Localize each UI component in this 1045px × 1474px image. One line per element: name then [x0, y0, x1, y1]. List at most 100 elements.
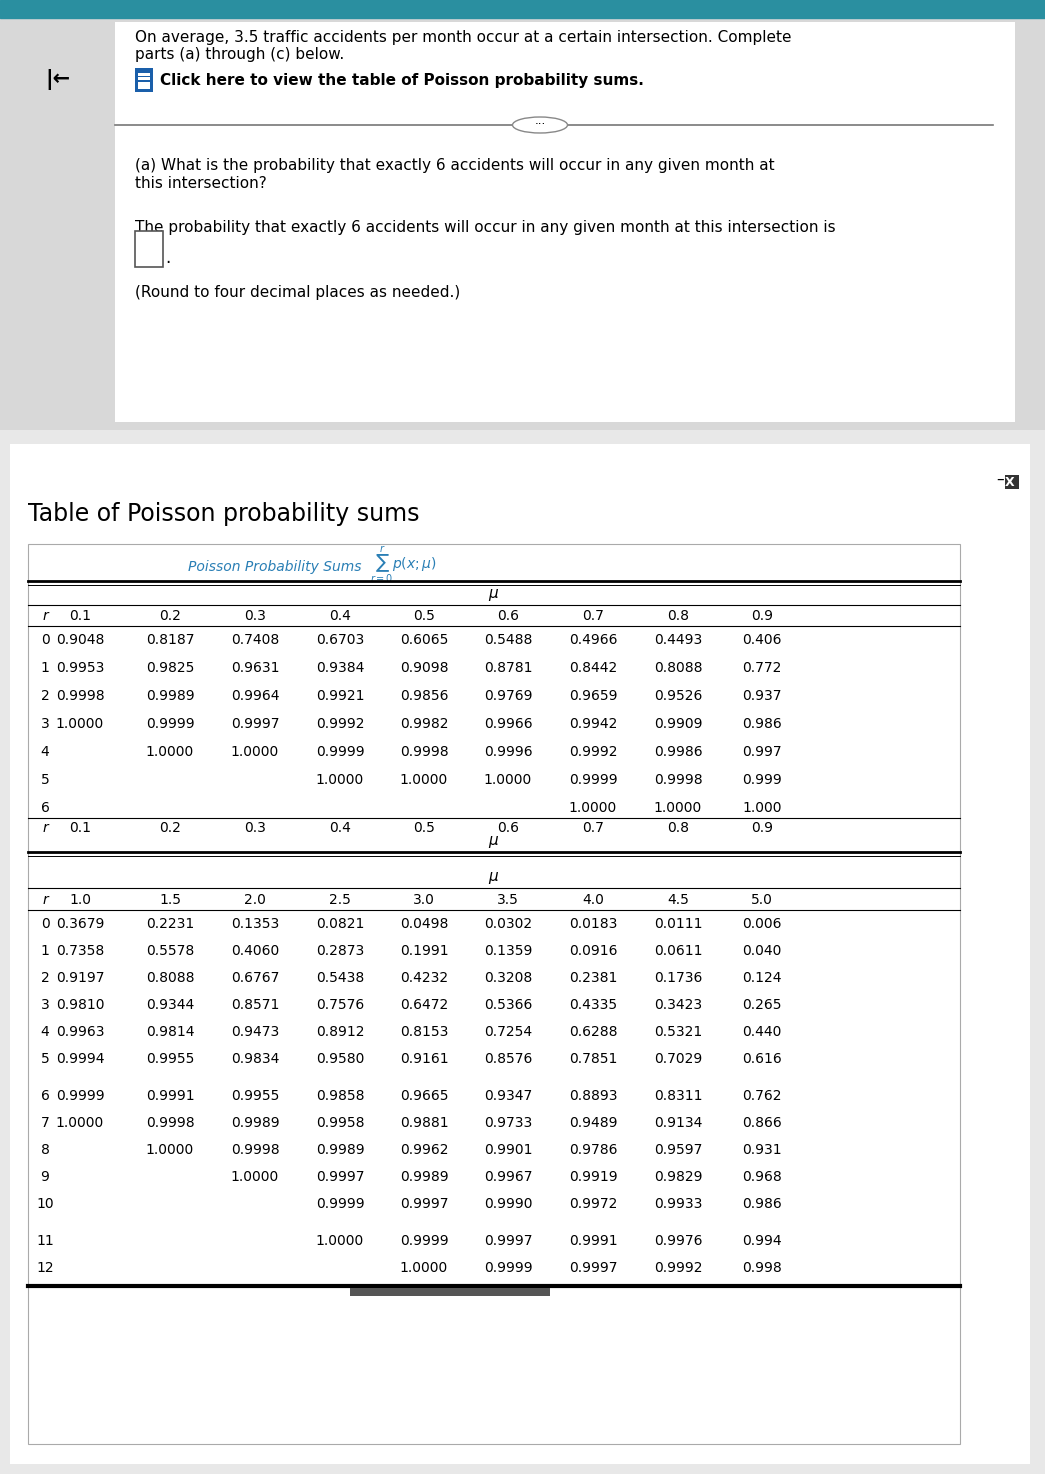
Text: 0.2381: 0.2381 [568, 971, 618, 985]
Text: 0.9997: 0.9997 [484, 1234, 532, 1248]
Text: 0.9991: 0.9991 [145, 1089, 194, 1103]
Text: 0.9526: 0.9526 [654, 688, 702, 703]
Bar [1005, 475, 1019, 489]
Text: 0.8088: 0.8088 [145, 971, 194, 985]
Text: 0.0611: 0.0611 [654, 943, 702, 958]
Text: 0.3423: 0.3423 [654, 998, 702, 1013]
Text: 3: 3 [41, 998, 49, 1013]
Text: 0.9161: 0.9161 [399, 1052, 448, 1066]
Text: 7: 7 [41, 1116, 49, 1131]
Text: 0.9665: 0.9665 [400, 1089, 448, 1103]
Text: 0.9998: 0.9998 [55, 688, 104, 703]
Text: 0.9901: 0.9901 [484, 1142, 532, 1157]
Text: 0.3: 0.3 [245, 609, 265, 624]
Text: $\mu$: $\mu$ [488, 587, 500, 603]
Text: 0.9786: 0.9786 [568, 1142, 618, 1157]
Text: 0.9733: 0.9733 [484, 1116, 532, 1131]
Text: 0.440: 0.440 [742, 1024, 782, 1039]
Text: 1.0000: 1.0000 [316, 1234, 364, 1248]
Text: 0.2: 0.2 [159, 609, 181, 624]
Text: 1.0000: 1.0000 [55, 716, 104, 731]
Text: 0.9997: 0.9997 [231, 716, 279, 731]
Text: 0.2231: 0.2231 [146, 917, 194, 932]
Text: 5: 5 [41, 772, 49, 787]
Text: 0.772: 0.772 [742, 660, 782, 675]
Text: 0.9986: 0.9986 [654, 744, 702, 759]
Text: 0.7851: 0.7851 [568, 1052, 618, 1066]
Text: 0.6: 0.6 [497, 821, 519, 834]
Text: 0.9489: 0.9489 [568, 1116, 618, 1131]
Text: 0.9999: 0.9999 [399, 1234, 448, 1248]
Text: 0.4232: 0.4232 [400, 971, 448, 985]
Text: r: r [42, 609, 48, 624]
Text: 1.000: 1.000 [742, 800, 782, 815]
Text: 0.9881: 0.9881 [399, 1116, 448, 1131]
Text: 0.9955: 0.9955 [231, 1089, 279, 1103]
Text: 1: 1 [41, 660, 49, 675]
Text: 0.7576: 0.7576 [316, 998, 364, 1013]
Text: 0.5321: 0.5321 [654, 1024, 702, 1039]
Text: 0.9953: 0.9953 [55, 660, 104, 675]
Text: 0.9098: 0.9098 [400, 660, 448, 675]
Text: 0.9989: 0.9989 [399, 1170, 448, 1184]
Text: 0.8: 0.8 [667, 609, 689, 624]
Text: (a) What is the probability that exactly 6 accidents will occur in any given mon: (a) What is the probability that exactly… [135, 158, 774, 172]
Text: Click here to view the table of Poisson probability sums.: Click here to view the table of Poisson … [160, 72, 644, 87]
Text: 0.9473: 0.9473 [231, 1024, 279, 1039]
Text: 0.5: 0.5 [413, 821, 435, 834]
Text: 0.0821: 0.0821 [316, 917, 365, 932]
Text: 0.9967: 0.9967 [484, 1170, 532, 1184]
Text: 0.1: 0.1 [69, 609, 91, 624]
Text: 0.9989: 0.9989 [231, 1116, 279, 1131]
Text: 0.9997: 0.9997 [568, 1260, 618, 1275]
Text: 0.5438: 0.5438 [316, 971, 364, 985]
Text: this intersection?: this intersection? [135, 175, 266, 192]
Text: 0.616: 0.616 [742, 1052, 782, 1066]
Text: 0.2: 0.2 [159, 821, 181, 834]
Text: 0.9999: 0.9999 [145, 716, 194, 731]
Text: 1.0000: 1.0000 [400, 1260, 448, 1275]
Text: 0.1359: 0.1359 [484, 943, 532, 958]
Text: 0.9966: 0.9966 [484, 716, 532, 731]
Text: 0.9958: 0.9958 [316, 1116, 365, 1131]
Text: 0.1991: 0.1991 [399, 943, 448, 958]
Text: 1.0000: 1.0000 [55, 1116, 104, 1131]
Text: 0: 0 [41, 632, 49, 647]
Text: 0.6472: 0.6472 [400, 998, 448, 1013]
Text: 0.5488: 0.5488 [484, 632, 532, 647]
Bar [350, 1288, 550, 1296]
Bar [138, 77, 150, 80]
Text: .: . [165, 249, 170, 267]
Text: 0.9998: 0.9998 [654, 772, 702, 787]
Text: 0.9990: 0.9990 [484, 1197, 532, 1212]
Text: 0.4335: 0.4335 [568, 998, 617, 1013]
Text: 1.0: 1.0 [69, 893, 91, 907]
Text: 4.5: 4.5 [667, 893, 689, 907]
Text: 0.8781: 0.8781 [484, 660, 532, 675]
Text: 0.9048: 0.9048 [55, 632, 104, 647]
Text: 0.9962: 0.9962 [400, 1142, 448, 1157]
Text: $\sum_{r=0}^{r} p(x;\mu)$: $\sum_{r=0}^{r} p(x;\mu)$ [370, 545, 437, 585]
Text: 0.4060: 0.4060 [231, 943, 279, 958]
Text: Table of Poisson probability sums: Table of Poisson probability sums [28, 503, 419, 526]
Text: 0.9998: 0.9998 [231, 1142, 279, 1157]
Text: 0.7358: 0.7358 [55, 943, 104, 958]
Text: 0.9999: 0.9999 [568, 772, 618, 787]
Text: 0.040: 0.040 [742, 943, 782, 958]
Text: 0.8571: 0.8571 [231, 998, 279, 1013]
Text: 0.9963: 0.9963 [55, 1024, 104, 1039]
Text: 0.5578: 0.5578 [146, 943, 194, 958]
Text: 0.9964: 0.9964 [231, 688, 279, 703]
Text: 0.6767: 0.6767 [231, 971, 279, 985]
Text: –: – [996, 472, 1004, 486]
Text: 4.0: 4.0 [582, 893, 604, 907]
Text: 0.9933: 0.9933 [654, 1197, 702, 1212]
Text: 0.0916: 0.0916 [568, 943, 618, 958]
Text: 1.0000: 1.0000 [146, 744, 194, 759]
Text: 0.4493: 0.4493 [654, 632, 702, 647]
Text: 0.6: 0.6 [497, 609, 519, 624]
Text: 0.9197: 0.9197 [55, 971, 104, 985]
Text: 12: 12 [37, 1260, 53, 1275]
Text: 0.9858: 0.9858 [316, 1089, 365, 1103]
Text: 0.8153: 0.8153 [400, 1024, 448, 1039]
